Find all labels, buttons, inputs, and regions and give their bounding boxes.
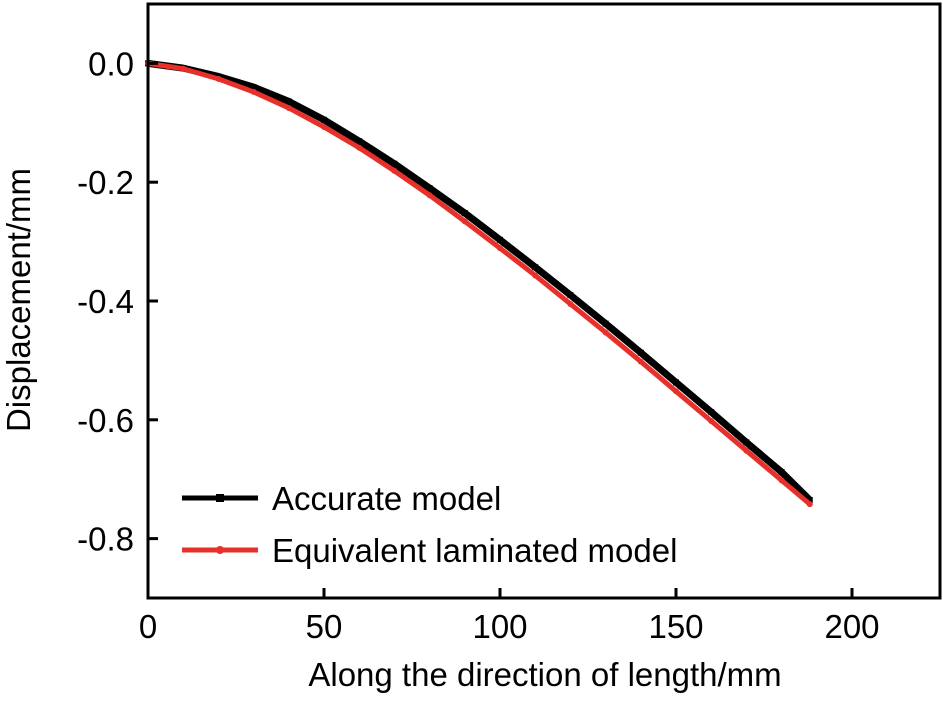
data-point	[806, 501, 813, 508]
legend-label: Equivalent laminated model	[272, 532, 677, 569]
series-accurate-model	[145, 59, 813, 503]
data-point	[180, 65, 187, 72]
data-point	[778, 469, 785, 476]
data-point	[461, 218, 468, 225]
x-tick-label: 50	[306, 608, 343, 645]
legend: Accurate model Equivalent laminated model	[182, 480, 677, 569]
legend-marker	[216, 494, 224, 502]
data-point	[426, 185, 433, 192]
y-tick-label: -0.2	[77, 164, 134, 201]
data-point	[461, 210, 468, 217]
data-point	[532, 264, 539, 271]
data-point	[356, 144, 363, 151]
data-point	[567, 300, 574, 307]
y-tick-label: -0.6	[77, 402, 134, 439]
data-point	[743, 439, 750, 446]
x-tick-label: 100	[472, 608, 527, 645]
data-point	[532, 272, 539, 279]
data-point	[285, 98, 292, 105]
data-point	[743, 447, 750, 454]
data-point	[708, 409, 715, 416]
axes-layer: 0 50 100 150 200 0.0 -0.2 -0.4 -0.6 -0.8	[77, 2, 942, 645]
data-point	[708, 417, 715, 424]
data-point	[497, 236, 503, 243]
data-point	[391, 160, 398, 167]
x-tick-label: 0	[139, 608, 157, 645]
data-point	[602, 320, 609, 327]
legend-item: Equivalent laminated model	[182, 532, 677, 569]
data-point	[321, 123, 327, 130]
y-tick-label: -0.8	[77, 521, 134, 558]
x-tick-label: 150	[648, 608, 703, 645]
data-point	[356, 138, 363, 145]
data-point	[391, 167, 398, 174]
data-point	[673, 379, 679, 386]
data-point	[806, 496, 813, 503]
series-line	[147, 59, 813, 503]
data-point	[567, 292, 574, 299]
data-point	[778, 477, 785, 484]
x-tick-label: 200	[824, 608, 879, 645]
data-point	[673, 388, 679, 395]
series-line	[147, 60, 812, 507]
data-point	[321, 116, 327, 123]
y-tick-label: 0.0	[88, 45, 134, 82]
data-point	[497, 245, 503, 252]
y-axis-label: Displacement/mm	[0, 168, 37, 432]
legend-marker	[216, 546, 224, 554]
data-point	[215, 75, 222, 82]
series-equivalent-laminated-model	[145, 60, 813, 508]
legend-item: Accurate model	[182, 480, 501, 517]
data-point	[426, 192, 433, 199]
x-axis-label: Along the direction of length/mm	[308, 656, 781, 693]
series-layer	[145, 59, 813, 508]
legend-label: Accurate model	[272, 480, 501, 517]
data-point	[637, 349, 644, 356]
data-point	[602, 329, 609, 336]
data-point	[250, 88, 257, 95]
y-tick-label: -0.4	[77, 283, 134, 320]
data-point	[250, 84, 257, 91]
data-point	[637, 358, 644, 365]
data-point	[285, 104, 292, 111]
